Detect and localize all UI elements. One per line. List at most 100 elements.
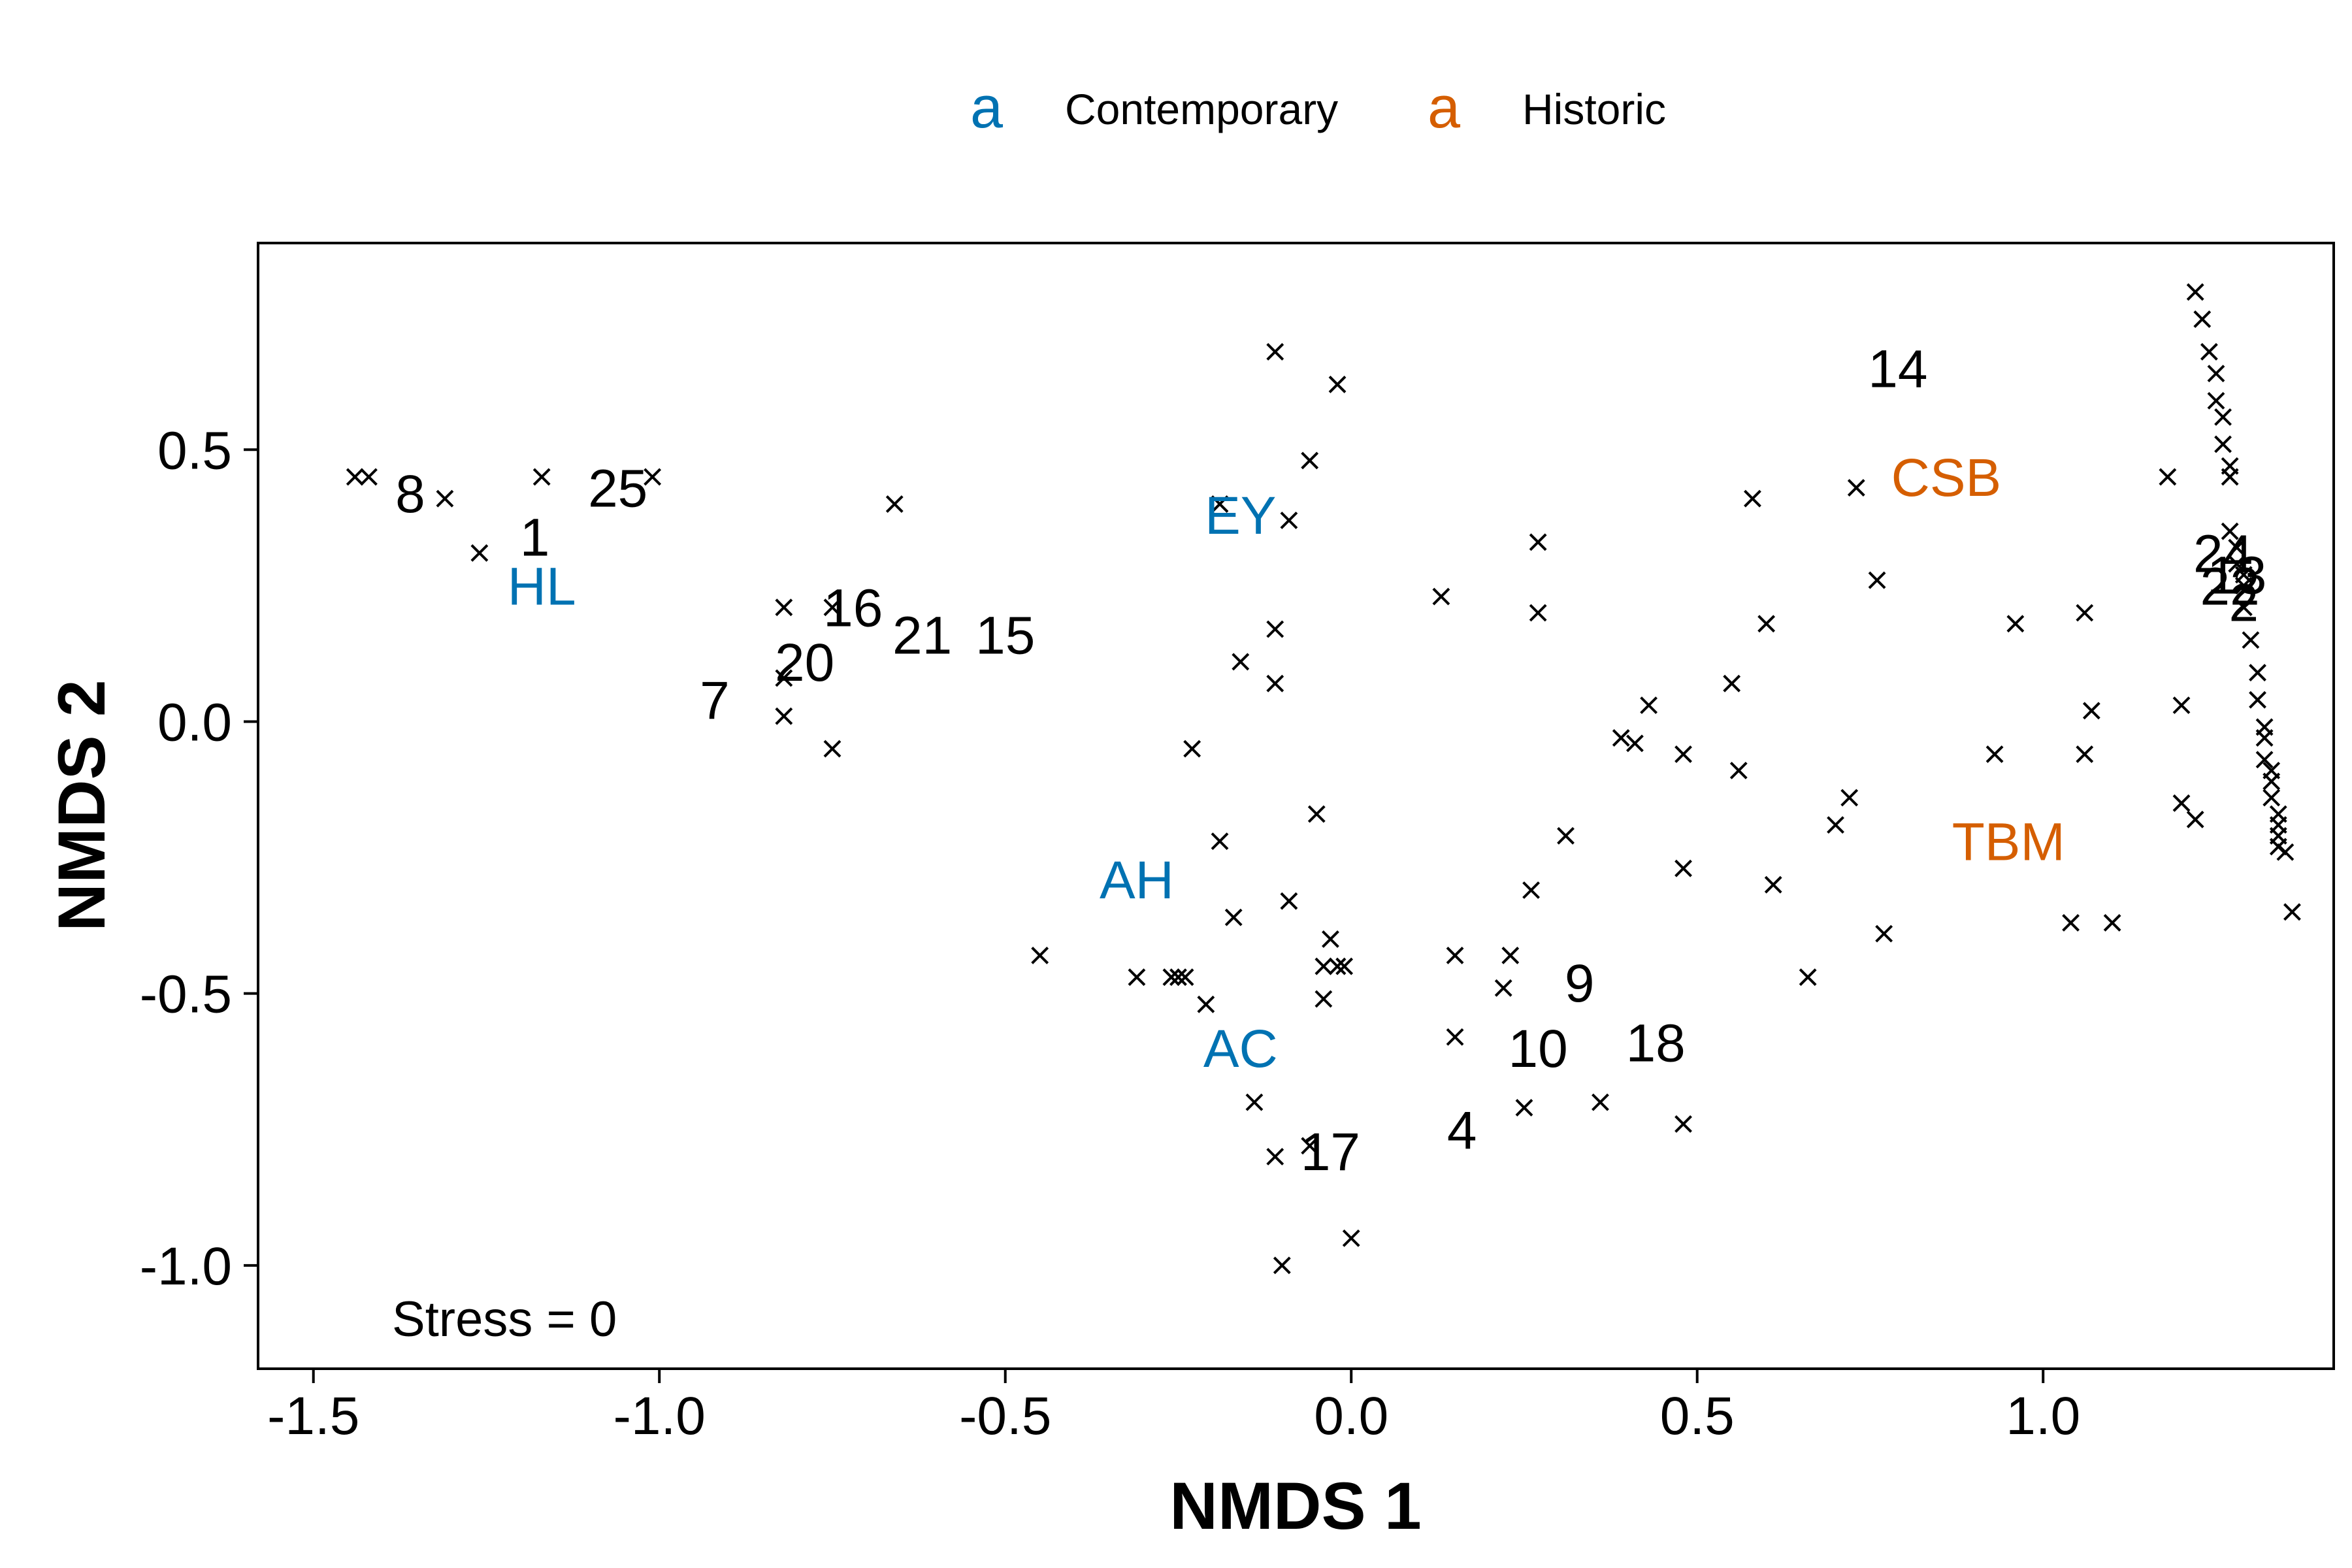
legend: a Contemporary a Historic — [970, 75, 1666, 140]
sample-point — [1494, 979, 1512, 997]
sample-point — [1266, 620, 1284, 638]
sample-point — [1744, 489, 1761, 508]
sample-point — [1128, 968, 1146, 987]
sample-point — [1529, 604, 1547, 622]
x-axis: -1.5 -1.0 -0.5 0.0 0.5 1.0 — [267, 1369, 2080, 1446]
sample-point — [2193, 310, 2212, 328]
sample-point — [644, 468, 662, 486]
sample-point — [885, 495, 904, 513]
sample-point — [1315, 957, 1333, 975]
sample-point — [2262, 789, 2281, 807]
sample-label: 14 — [1868, 339, 1927, 399]
sample-point — [1847, 479, 1865, 497]
sample-point — [2076, 604, 2094, 622]
sample-point — [1625, 734, 1644, 753]
sample-point — [2262, 772, 2281, 791]
site-labels: HL EY AH AC CSB TBM — [508, 448, 2065, 1079]
sample-point — [1501, 946, 1520, 964]
sample-label: 20 — [775, 633, 834, 693]
sample-point — [1335, 957, 1354, 975]
sample-point — [346, 468, 364, 486]
site-label-ac: AC — [1203, 1019, 1278, 1079]
sample-point — [2186, 810, 2204, 828]
sample-point — [2186, 283, 2204, 301]
legend-label-historic: Historic — [1522, 85, 1666, 133]
sample-point — [1875, 924, 1893, 943]
sample-label: 10 — [1509, 1019, 1568, 1079]
sample-label: 7 — [700, 671, 730, 730]
sample-point — [1799, 968, 1817, 987]
sample-point — [2221, 522, 2239, 540]
sample-point — [1557, 826, 1575, 845]
sample-point — [775, 669, 793, 687]
sample-point — [1266, 343, 1284, 361]
sample-point — [1328, 957, 1347, 975]
plot-panel — [257, 242, 2335, 1370]
sample-point — [1529, 533, 1547, 551]
sample-point — [1840, 789, 1859, 807]
sample-label: 13 — [2207, 546, 2266, 606]
legend-key-historic: a — [1428, 75, 1461, 140]
sample-label: 1 — [520, 508, 550, 567]
site-label-ah: AH — [1100, 851, 1174, 910]
y-axis-title: NMDS 2 — [44, 679, 119, 931]
sample-point — [2249, 691, 2266, 709]
sample-label: 21 — [892, 606, 952, 665]
sample-point — [1432, 587, 1450, 606]
sample-point — [2207, 391, 2225, 410]
legend-label-contemporary: Contemporary — [1065, 85, 1338, 133]
points-layer — [346, 283, 2301, 1275]
sample-point — [2228, 555, 2246, 573]
sample-point — [1592, 1093, 1609, 1111]
sample-point — [2207, 365, 2225, 383]
sample-point — [2242, 631, 2260, 649]
sample-point — [1266, 674, 1284, 693]
sample-point — [1322, 930, 1339, 948]
sample-label: 18 — [1626, 1014, 1686, 1073]
sample-point — [1211, 832, 1229, 851]
sample-point — [1301, 1137, 1319, 1155]
sample-point — [1729, 761, 1748, 779]
sample-point — [1674, 859, 1692, 877]
sample-label: 9 — [1565, 954, 1595, 1013]
sample-point — [1266, 1147, 1284, 1166]
sample-point — [775, 598, 793, 617]
sample-point — [1307, 805, 1326, 823]
sample-point — [1176, 968, 1194, 987]
sample-point — [1612, 729, 1630, 747]
sample-point — [823, 598, 841, 617]
sample-point — [1674, 745, 1692, 763]
sample-label: 8 — [395, 465, 425, 524]
sample-point — [2082, 702, 2100, 720]
sample-point — [1031, 946, 1049, 964]
stress-annotation: Stress = 0 — [392, 1292, 617, 1347]
sample-point — [1280, 892, 1298, 910]
sample-point — [2200, 343, 2218, 361]
sample-point — [2006, 615, 2025, 633]
y-tick-label: -0.5 — [140, 965, 232, 1024]
y-tick-label: 0.0 — [157, 693, 232, 752]
sample-point — [470, 544, 489, 562]
sample-point — [436, 489, 454, 508]
sample-label: 22 — [2200, 557, 2260, 616]
x-tick-label: -0.5 — [959, 1386, 1051, 1446]
legend-key-contemporary: a — [970, 75, 1004, 140]
sample-point — [1280, 512, 1298, 529]
x-tick-label: 1.0 — [2006, 1386, 2080, 1446]
x-tick-label: -1.5 — [267, 1386, 359, 1446]
sample-point — [1868, 571, 1886, 589]
sample-point — [1169, 968, 1187, 987]
sample-point — [1273, 1256, 1291, 1275]
y-tick-label: 0.5 — [157, 421, 232, 480]
sample-point — [1827, 816, 1844, 834]
sample-point — [2214, 435, 2232, 453]
sample-point — [1446, 946, 1464, 964]
sample-point — [1342, 1229, 1360, 1247]
sample-point — [1197, 995, 1215, 1013]
sample-point — [1183, 740, 1201, 758]
sample-point — [1232, 653, 1250, 671]
site-label-tbm: TBM — [1952, 813, 2065, 872]
x-tick-label: 0.5 — [1660, 1386, 1735, 1446]
sample-point — [1522, 881, 1540, 899]
